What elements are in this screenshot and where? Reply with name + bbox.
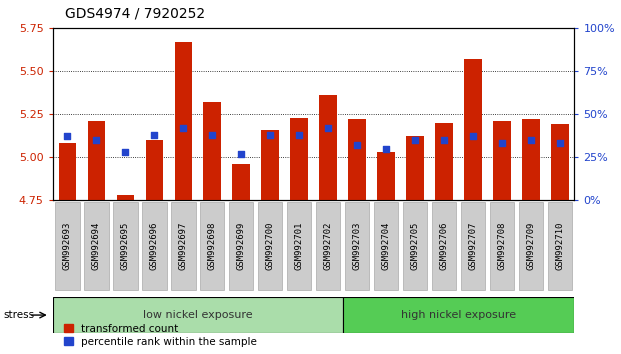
Text: GSM992698: GSM992698: [207, 222, 217, 270]
FancyBboxPatch shape: [171, 202, 196, 290]
Text: GSM992709: GSM992709: [527, 222, 535, 270]
Text: GSM992701: GSM992701: [294, 222, 304, 270]
Bar: [117, 195, 134, 200]
Text: GDS4974 / 7920252: GDS4974 / 7920252: [65, 7, 206, 21]
FancyBboxPatch shape: [374, 202, 399, 290]
FancyBboxPatch shape: [258, 202, 283, 290]
Bar: [406, 137, 424, 200]
FancyBboxPatch shape: [548, 202, 573, 290]
Bar: [348, 119, 366, 200]
Text: high nickel exposure: high nickel exposure: [401, 310, 516, 320]
Bar: [204, 102, 221, 200]
FancyBboxPatch shape: [345, 202, 369, 290]
Bar: [319, 95, 337, 200]
Text: GSM992694: GSM992694: [92, 222, 101, 270]
Point: [120, 149, 130, 155]
FancyBboxPatch shape: [403, 202, 427, 290]
Bar: [88, 121, 105, 200]
Point: [236, 151, 246, 156]
Text: stress: stress: [3, 310, 34, 320]
Bar: [145, 140, 163, 200]
FancyBboxPatch shape: [55, 202, 79, 290]
Text: GSM992695: GSM992695: [120, 222, 130, 270]
Text: GSM992702: GSM992702: [324, 222, 333, 270]
FancyBboxPatch shape: [200, 202, 225, 290]
Text: low nickel exposure: low nickel exposure: [143, 310, 253, 320]
FancyBboxPatch shape: [519, 202, 543, 290]
Text: GSM992707: GSM992707: [468, 222, 478, 270]
FancyBboxPatch shape: [84, 202, 109, 290]
Point: [323, 125, 333, 131]
Bar: [522, 119, 540, 200]
FancyBboxPatch shape: [142, 202, 166, 290]
Text: GSM992710: GSM992710: [555, 222, 564, 270]
Text: GSM992696: GSM992696: [150, 222, 159, 270]
Bar: [551, 125, 569, 200]
Text: GSM992700: GSM992700: [266, 222, 274, 270]
Text: GSM992703: GSM992703: [353, 222, 361, 270]
Bar: [232, 164, 250, 200]
Text: GSM992693: GSM992693: [63, 222, 72, 270]
FancyBboxPatch shape: [343, 297, 574, 333]
Bar: [58, 143, 76, 200]
Point: [439, 137, 449, 143]
FancyBboxPatch shape: [316, 202, 340, 290]
FancyBboxPatch shape: [432, 202, 456, 290]
Point: [555, 141, 565, 146]
Bar: [378, 152, 395, 200]
FancyBboxPatch shape: [287, 202, 312, 290]
FancyBboxPatch shape: [461, 202, 486, 290]
Point: [149, 132, 159, 138]
Bar: [175, 42, 192, 200]
FancyBboxPatch shape: [229, 202, 253, 290]
Point: [381, 146, 391, 152]
Text: GSM992706: GSM992706: [440, 222, 448, 270]
Point: [410, 137, 420, 143]
Text: GSM992708: GSM992708: [497, 222, 507, 270]
Text: GSM992699: GSM992699: [237, 222, 246, 270]
Point: [294, 132, 304, 138]
Text: GSM992704: GSM992704: [381, 222, 391, 270]
Text: GSM992697: GSM992697: [179, 222, 188, 270]
Point: [352, 142, 362, 148]
Point: [497, 141, 507, 146]
Point: [91, 137, 101, 143]
Bar: [493, 121, 510, 200]
FancyBboxPatch shape: [489, 202, 514, 290]
Point: [178, 125, 188, 131]
Bar: [261, 130, 279, 200]
FancyBboxPatch shape: [53, 297, 343, 333]
FancyBboxPatch shape: [113, 202, 138, 290]
Point: [526, 137, 536, 143]
Legend: transformed count, percentile rank within the sample: transformed count, percentile rank withi…: [64, 324, 256, 347]
Text: GSM992705: GSM992705: [410, 222, 420, 270]
Point: [265, 132, 275, 138]
Bar: [291, 118, 308, 200]
Bar: [435, 123, 453, 200]
Point: [62, 134, 72, 139]
Point: [468, 134, 478, 139]
Point: [207, 132, 217, 138]
Bar: [465, 59, 482, 200]
